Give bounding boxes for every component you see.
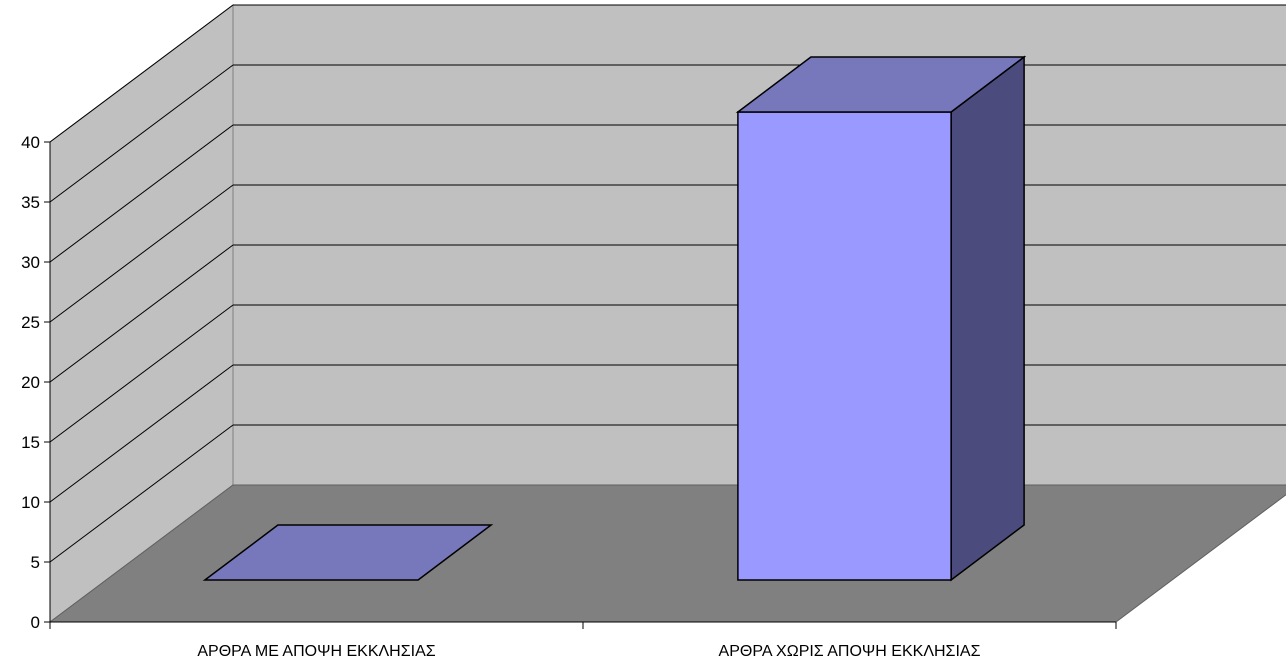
- bar-side: [950, 55, 1025, 582]
- x-category-label: ΑΡΘΡΑ ΜΕ ΑΠΟΨΗ ΕΚΚΛΗΣΙΑΣ: [197, 643, 435, 660]
- bars: [202, 55, 1027, 582]
- axis-labels: 0 5 10 15 20 25 30 35 40 ΑΡΘΡΑ ΜΕ ΑΠΟΨΗ ΕΚΚΛΗΣΙΑΣ…: [21, 133, 980, 660]
- gridline-side: [49, 4, 234, 143]
- y-tick-label: 25: [21, 313, 40, 332]
- gridline-side: [49, 124, 234, 263]
- gridline-side: [49, 304, 234, 443]
- bar-top: [202, 524, 494, 581]
- y-tick-label: 20: [21, 373, 40, 392]
- y-tick-label: 0: [31, 613, 40, 632]
- gridline-side: [49, 244, 234, 383]
- chart-walls: [48, 4, 1286, 623]
- y-tick-label: 35: [21, 193, 40, 212]
- gridline-side: [49, 64, 234, 203]
- y-tick-label: 30: [21, 253, 40, 272]
- bar-front: [737, 111, 952, 581]
- y-tick-label: 10: [21, 493, 40, 512]
- floor: [48, 484, 1286, 623]
- gridline-side: [49, 184, 234, 323]
- bar: [202, 524, 494, 581]
- bar-top: [735, 56, 1027, 113]
- y-tick-label: 40: [21, 133, 40, 152]
- gridline-side: [49, 364, 234, 503]
- axes: [44, 141, 1117, 629]
- gridline-side: [49, 424, 234, 563]
- x-category-label: ΑΡΘΡΑ ΧΩΡΙΣ ΑΠΟΨΗ ΕΚΚΛΗΣΙΑΣ: [719, 643, 981, 660]
- bar: [735, 55, 1027, 582]
- y-tick-label: 15: [21, 433, 40, 452]
- y-tick-label: 5: [31, 553, 40, 572]
